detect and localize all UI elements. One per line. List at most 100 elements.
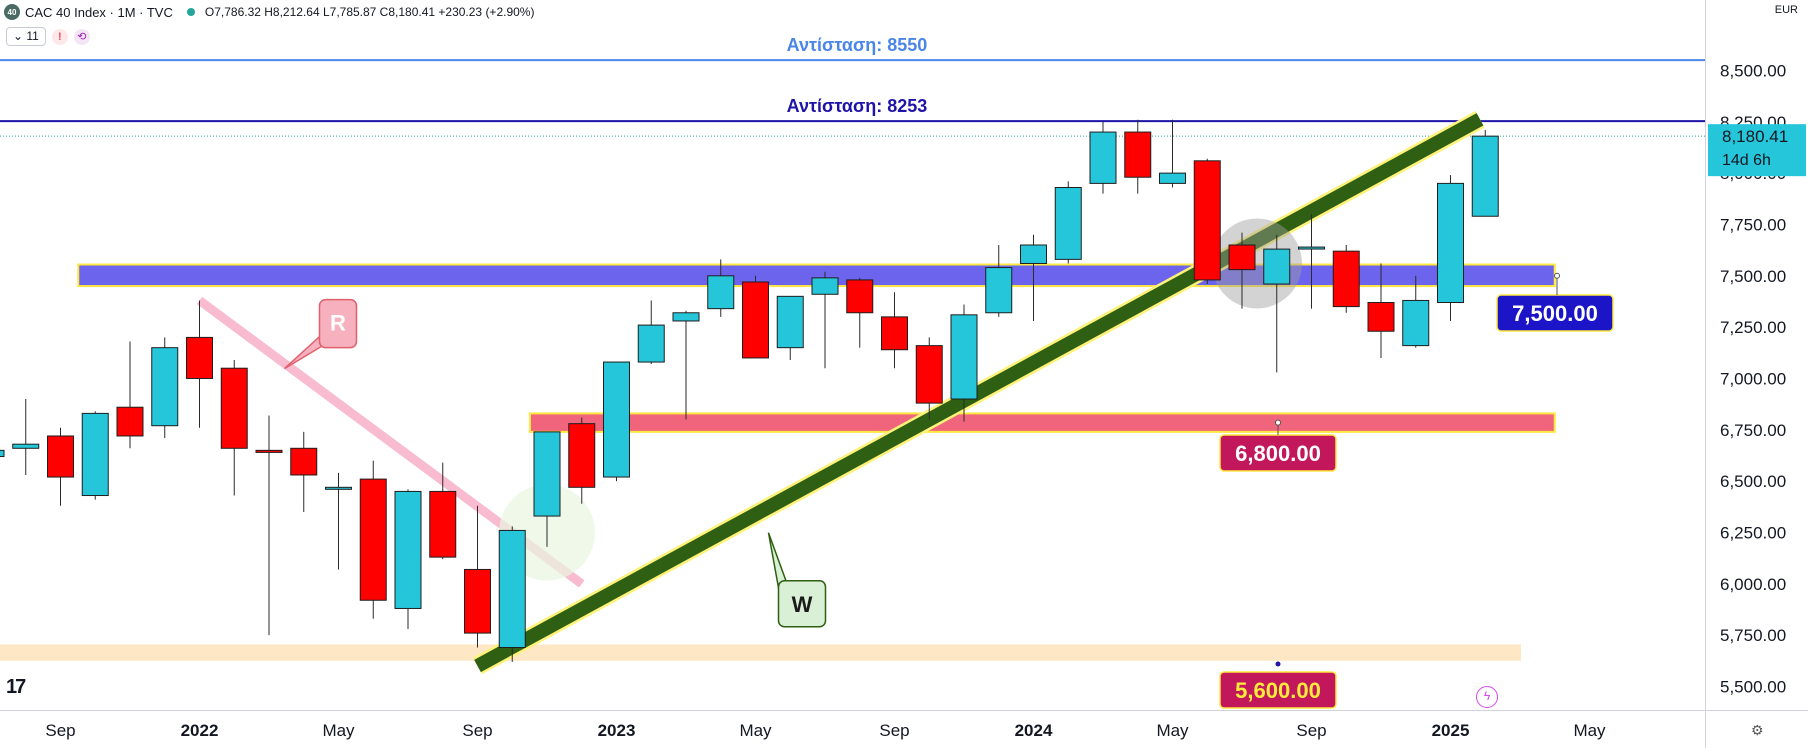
candle-2022-04 (290, 447, 318, 476)
candle-2023-09 (881, 316, 908, 351)
candle-2023-12 (985, 267, 1013, 314)
countdown-value: 14d 6h (1722, 152, 1771, 169)
candle-2022-07 (394, 490, 422, 609)
x-tick-label: 2023 (598, 721, 636, 740)
candle-2024-06 (1193, 160, 1221, 281)
x-tick-label: Sep (45, 721, 75, 740)
y-tick-label: 6,750.00 (1720, 421, 1786, 440)
y-tick-label: 7,750.00 (1720, 215, 1786, 234)
candle-2022-09 (464, 568, 491, 634)
candle-2021-12 (151, 347, 179, 427)
candle-2024-11 (1367, 301, 1395, 332)
currency-label[interactable]: EUR (1774, 4, 1798, 16)
candle-2021-07 (0, 449, 5, 458)
zone-7500-anchor (1554, 272, 1560, 279)
x-tick-label: May (1156, 721, 1189, 740)
candle-2023-02 (637, 324, 665, 363)
candle-2022-05 (325, 486, 352, 490)
y-tick-label: 7,500.00 (1720, 267, 1786, 286)
candle-2021-08 (12, 443, 40, 449)
resistance-8550-label: Αντίσταση: 8550 (787, 35, 928, 55)
y-tick-label: 7,250.00 (1720, 318, 1786, 337)
zone-5600-badge (1219, 671, 1337, 709)
candle-2023-01 (603, 361, 630, 478)
x-tick-label: May (1573, 721, 1606, 740)
indicator-row: ⌄ 11 ! ⟲ (6, 27, 90, 46)
candle-2025-01 (1437, 182, 1464, 303)
candle-2024-01 (1020, 244, 1047, 264)
ohlc-values: O7,786.32 H8,212.64 L7,785.87 C8,180.41 … (204, 5, 535, 19)
candle-2024-05 (1159, 172, 1186, 184)
current-price-tag (1708, 124, 1806, 177)
symbol-logo-icon: 40 (4, 4, 20, 20)
y-tick-label: 6,000.00 (1720, 575, 1786, 594)
candle-2022-12 (568, 423, 596, 488)
candle-2023-06 (776, 295, 804, 349)
y-tick-label: 5,500.00 (1720, 678, 1786, 697)
zone-7500-badge-label: 7,500.00 (1512, 301, 1598, 326)
r-callout-label: R (330, 311, 346, 336)
x-tick-label: 2024 (1015, 721, 1053, 740)
candle-2025-02 (1471, 135, 1499, 217)
r-callout-box (318, 298, 358, 349)
support-trendline (474, 113, 1484, 673)
candle-2021-10 (81, 412, 109, 497)
x-tick-label: Sep (879, 721, 909, 740)
candle-2024-10 (1332, 250, 1360, 308)
symbol-title[interactable]: CAC 40 Index · 1M · TVC (25, 4, 173, 20)
w-callout-label: W (792, 592, 813, 617)
candle-2022-08 (429, 490, 457, 558)
candle-2023-10 (915, 345, 943, 404)
candle-2024-02 (1054, 186, 1082, 260)
zone-7500-badge (1496, 294, 1614, 332)
candle-2022-03 (255, 449, 283, 453)
w-callout-pointer (767, 532, 790, 589)
warning-icon[interactable]: ! (51, 28, 68, 45)
candle-2023-03 (672, 312, 700, 322)
candle-2024-12 (1402, 299, 1430, 347)
candle-2024-07 (1228, 244, 1256, 271)
resistance-8253-label: Αντίσταση: 8253 (787, 96, 928, 116)
candle-2023-08 (846, 279, 874, 314)
lightning-icon[interactable]: ϟ (1476, 686, 1498, 708)
current-price-value: 8,180.41 (1722, 127, 1788, 146)
tradingview-logo-icon[interactable]: 17 (6, 676, 26, 698)
candle-2021-09 (47, 435, 74, 478)
candle-2024-04 (1124, 131, 1152, 178)
market-status-icon (186, 8, 195, 16)
x-tick-label: May (322, 721, 355, 740)
candle-2023-05 (742, 281, 769, 359)
zone-5600-anchor (1275, 661, 1281, 667)
candle-2022-06 (359, 478, 387, 601)
y-tick-label: 6,250.00 (1720, 523, 1786, 542)
x-tick-label: 2022 (181, 721, 219, 740)
candle-2023-04 (707, 275, 735, 310)
highlight-circle-2024 (1212, 218, 1302, 309)
zone-5600-rect (0, 644, 1521, 661)
gear-icon[interactable]: ⚙ (1751, 722, 1764, 738)
x-tick-label: Sep (1296, 721, 1326, 740)
candle-2021-11 (116, 406, 144, 437)
candle-2023-07 (811, 277, 839, 295)
candle-2024-08 (1263, 248, 1291, 285)
x-tick-label: 2025 (1432, 721, 1470, 740)
candle-2024-03 (1089, 131, 1117, 184)
symbol-header: 40 CAC 40 Index · 1M · TVC O7,786.32 H8,… (4, 3, 534, 21)
candle-2022-10 (498, 529, 526, 648)
y-tick-label: 6,500.00 (1720, 472, 1786, 491)
zone-5600-badge-label: 5,600.00 (1235, 678, 1321, 703)
collapse-indicators-button[interactable]: ⌄ 11 (6, 27, 46, 46)
candle-2022-11 (533, 431, 561, 517)
y-tick-label: 7,000.00 (1720, 369, 1786, 388)
y-tick-label: 5,750.00 (1720, 626, 1786, 645)
candle-2023-11 (950, 314, 978, 400)
x-tick-label: May (739, 721, 772, 740)
sync-icon[interactable]: ⟲ (73, 28, 90, 45)
zone-6800-anchor (1275, 419, 1281, 426)
candle-2024-09 (1298, 246, 1325, 250)
w-callout-box (777, 580, 827, 628)
x-tick-label: Sep (462, 721, 492, 740)
candle-2022-02 (220, 367, 248, 449)
